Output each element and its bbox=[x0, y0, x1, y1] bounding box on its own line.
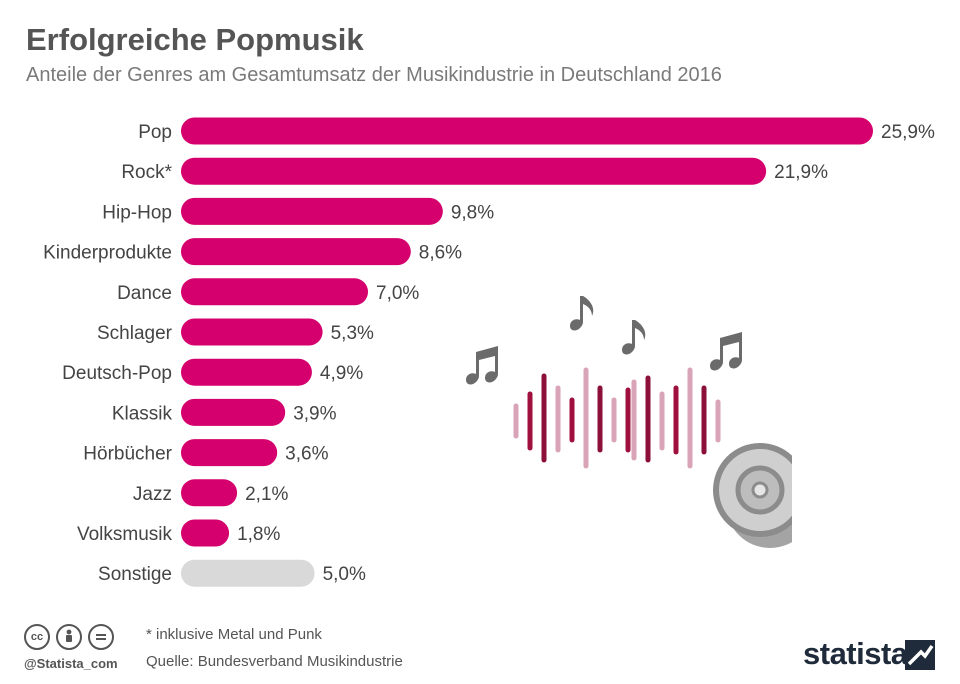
bar bbox=[181, 117, 873, 145]
value-label: 5,3% bbox=[331, 323, 374, 344]
value-label: 9,8% bbox=[451, 202, 494, 223]
value-label: 4,9% bbox=[320, 363, 363, 384]
value-label: 21,9% bbox=[774, 162, 828, 183]
chart-subtitle: Anteile der Genres am Gesamtumsatz der M… bbox=[26, 64, 722, 86]
speaker-icon bbox=[713, 443, 792, 548]
category-label: Sonstige bbox=[98, 564, 172, 585]
category-label: Schlager bbox=[97, 323, 173, 344]
source-note: Quelle: Bundesverband Musikindustrie bbox=[146, 653, 403, 670]
category-label: Dance bbox=[117, 283, 172, 304]
value-label: 2,1% bbox=[245, 484, 288, 505]
bar bbox=[181, 559, 315, 587]
chart-title: Erfolgreiche Popmusik bbox=[26, 22, 364, 57]
music-illustration bbox=[466, 296, 792, 548]
statista-logo-icon bbox=[905, 640, 935, 670]
value-label: 3,9% bbox=[293, 403, 336, 424]
bar bbox=[181, 398, 286, 426]
cc-icon[interactable]: cc bbox=[24, 624, 50, 650]
bar bbox=[181, 358, 312, 386]
value-label: 8,6% bbox=[419, 243, 462, 264]
bar bbox=[181, 197, 443, 225]
category-label: Hip-Hop bbox=[102, 202, 172, 223]
nd-icon[interactable] bbox=[88, 624, 114, 650]
category-label: Volksmusik bbox=[77, 524, 173, 545]
sound-wave-icon bbox=[513, 367, 721, 469]
category-label: Jazz bbox=[133, 484, 172, 505]
value-label: 1,8% bbox=[237, 524, 280, 545]
music-note-icon bbox=[466, 296, 742, 385]
bar bbox=[181, 519, 230, 547]
footnote: * inklusive Metal und Punk bbox=[146, 626, 322, 643]
value-label: 7,0% bbox=[376, 283, 419, 304]
by-icon[interactable] bbox=[56, 624, 82, 650]
bar bbox=[181, 439, 278, 467]
bar bbox=[181, 157, 767, 185]
category-label: Pop bbox=[138, 122, 172, 143]
category-label: Kinderprodukte bbox=[43, 243, 172, 264]
bar-chart: Pop 25,9% Rock* 21,9% Hip-Hop 9,8% Kinderprodu… bbox=[43, 117, 935, 587]
statista-logo-text[interactable]: statista bbox=[803, 636, 908, 671]
license-icons: cc bbox=[24, 624, 114, 650]
statista-handle[interactable]: @Statista_com bbox=[24, 656, 118, 671]
category-label: Rock* bbox=[121, 162, 172, 183]
value-label: 25,9% bbox=[881, 122, 935, 143]
bar bbox=[181, 278, 369, 306]
category-label: Klassik bbox=[112, 403, 173, 424]
value-label: 5,0% bbox=[323, 564, 366, 585]
category-label: Deutsch-Pop bbox=[62, 363, 172, 384]
category-label: Hörbücher bbox=[83, 444, 172, 465]
value-label: 3,6% bbox=[285, 444, 328, 465]
bar bbox=[181, 318, 323, 346]
bar bbox=[181, 479, 238, 507]
bar bbox=[181, 238, 411, 266]
